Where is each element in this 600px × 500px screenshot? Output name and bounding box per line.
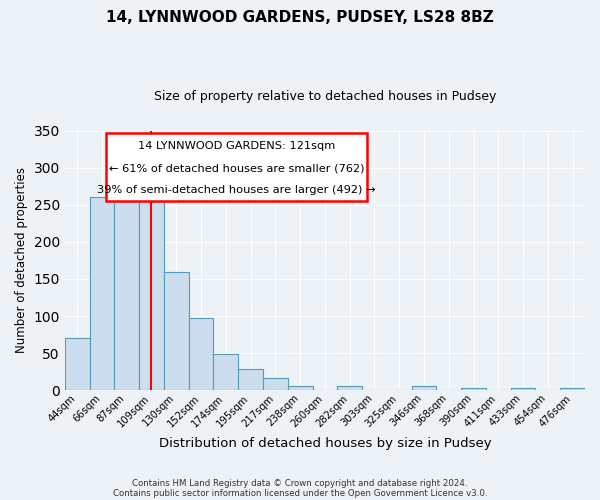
- Bar: [263, 378, 288, 390]
- Bar: [238, 370, 263, 390]
- Text: Contains public sector information licensed under the Open Government Licence v3: Contains public sector information licen…: [113, 488, 487, 498]
- Text: 14 LYNNWOOD GARDENS: 121sqm: 14 LYNNWOOD GARDENS: 121sqm: [138, 141, 335, 151]
- Bar: [164, 272, 188, 390]
- Bar: [214, 354, 238, 391]
- Bar: [139, 194, 164, 390]
- Bar: [288, 386, 313, 390]
- FancyBboxPatch shape: [106, 133, 367, 200]
- Bar: [412, 386, 436, 390]
- Bar: [511, 388, 535, 390]
- Bar: [560, 388, 585, 390]
- Bar: [115, 173, 139, 390]
- Text: Contains HM Land Registry data © Crown copyright and database right 2024.: Contains HM Land Registry data © Crown c…: [132, 478, 468, 488]
- Bar: [65, 338, 89, 390]
- X-axis label: Distribution of detached houses by size in Pudsey: Distribution of detached houses by size …: [158, 437, 491, 450]
- Bar: [337, 386, 362, 390]
- Bar: [188, 318, 214, 390]
- Title: Size of property relative to detached houses in Pudsey: Size of property relative to detached ho…: [154, 90, 496, 103]
- Text: 14, LYNNWOOD GARDENS, PUDSEY, LS28 8BZ: 14, LYNNWOOD GARDENS, PUDSEY, LS28 8BZ: [106, 10, 494, 25]
- Y-axis label: Number of detached properties: Number of detached properties: [15, 168, 28, 354]
- Text: 39% of semi-detached houses are larger (492) →: 39% of semi-detached houses are larger (…: [97, 185, 376, 195]
- Bar: [89, 198, 115, 390]
- Bar: [461, 388, 486, 390]
- Text: ← 61% of detached houses are smaller (762): ← 61% of detached houses are smaller (76…: [109, 163, 364, 173]
